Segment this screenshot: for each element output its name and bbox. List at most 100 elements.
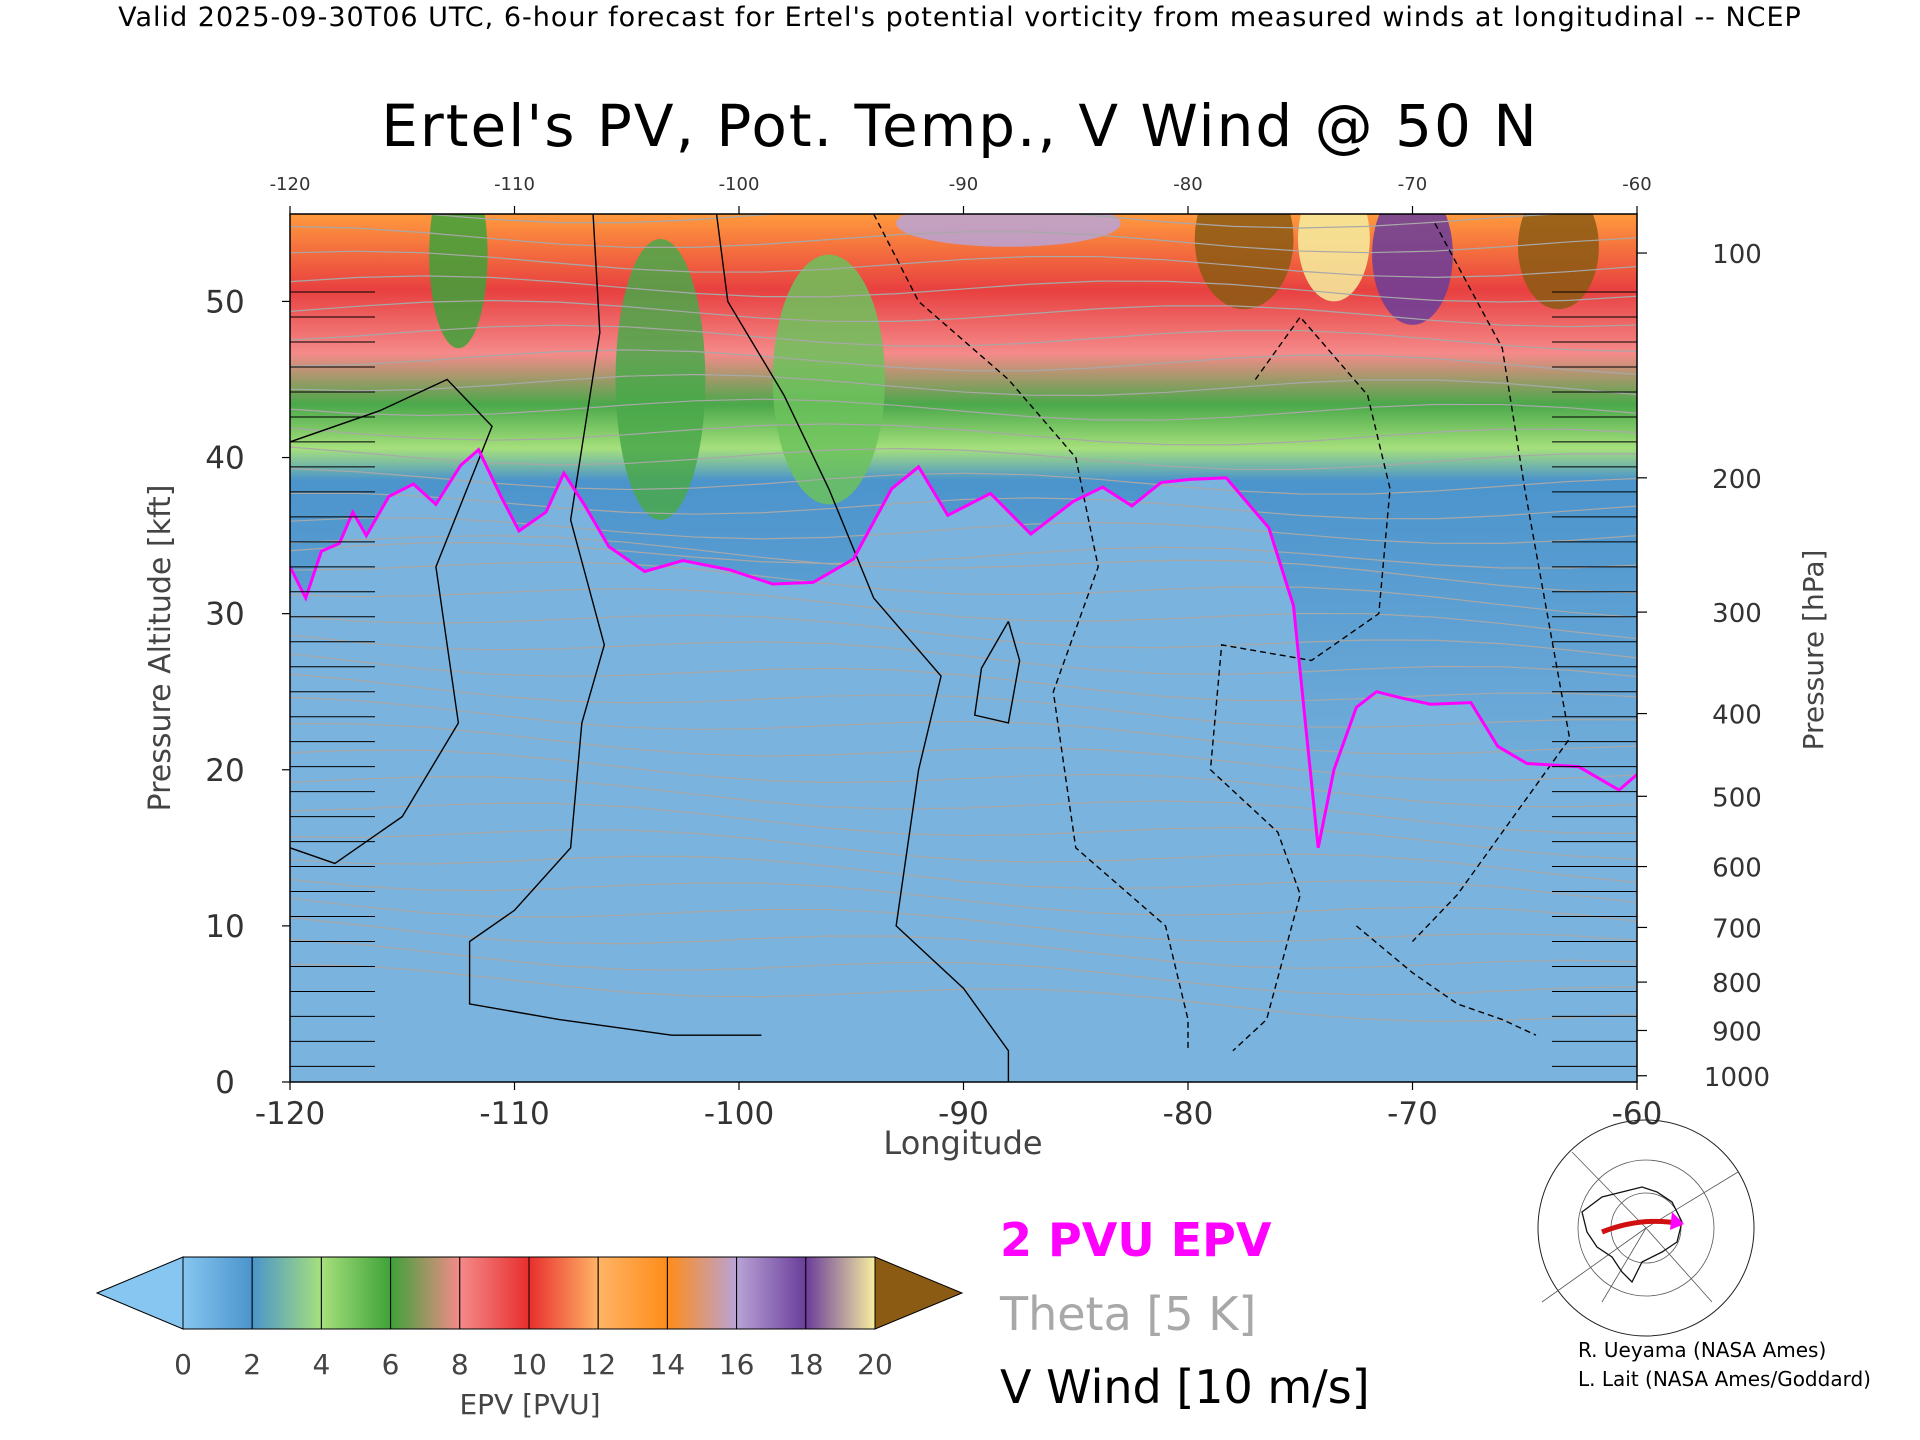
colorbar-tick-label: 12 — [580, 1348, 616, 1381]
theta-contour — [290, 398, 1637, 421]
pressure-tick-label: 900 — [1712, 1017, 1762, 1047]
theta-contour — [290, 749, 1637, 808]
map-background — [1542, 1152, 1738, 1302]
pressure-ticks: 100 200 300 400 500 600 700 800 900 1000 — [290, 240, 1770, 1093]
pv-maximum-region — [1518, 214, 1599, 310]
colorbar-segment — [736, 1256, 807, 1330]
x-top-tick-label: -110 — [494, 174, 535, 195]
colorbar: 0 2 4 6 8 10 12 14 16 18 20 EPV [PVU] — [95, 1256, 964, 1421]
wind-contour — [1209, 315, 1391, 1052]
theta-contour — [290, 561, 1637, 618]
colorbar-high-extend — [874, 1256, 964, 1330]
theta-contour — [290, 588, 1637, 640]
y-axis-label-left: Pressure Altitude [kft] — [143, 485, 178, 812]
x-top-tick-label: -80 — [1173, 174, 1202, 195]
colorbar-label: EPV [PVU] — [459, 1388, 600, 1421]
theta-contour — [290, 723, 1637, 781]
credit-line-1: R. Ueyama (NASA Ames) — [1578, 1338, 1827, 1362]
x-top-tick-label: -70 — [1398, 174, 1427, 195]
pressure-tick-label: 800 — [1712, 969, 1762, 999]
colorbar-segment — [666, 1256, 738, 1330]
theta-contour — [290, 250, 1637, 278]
pressure-tick-label: 1000 — [1704, 1063, 1770, 1093]
pressure-tick-label: 700 — [1712, 914, 1762, 944]
direction-arrow-icon — [1670, 1212, 1684, 1230]
colorbar-tick-label: 6 — [382, 1348, 400, 1381]
wind-contours — [290, 214, 1571, 1082]
plot-area — [290, 214, 1637, 1082]
y-tick-label: 20 — [205, 753, 244, 789]
pressure-tick-label: 600 — [1712, 854, 1762, 884]
theta-contour — [290, 696, 1637, 755]
pressure-tick-label: 300 — [1712, 599, 1762, 629]
theta-contour — [290, 275, 1637, 303]
theta-contour — [290, 634, 1637, 678]
pv-maximum-region — [1372, 214, 1453, 325]
pv-maximum-region — [615, 238, 706, 520]
chart-title: Ertel's PV, Pot. Temp., V Wind @ 50 N — [381, 92, 1539, 160]
legend-pvu: 2 PVU EPV — [1000, 1213, 1272, 1267]
wind-contour — [715, 214, 1010, 1082]
x-top-tick-label: -90 — [949, 174, 978, 195]
x-top-tick-label: -100 — [719, 174, 760, 195]
north-america-outline-icon — [1581, 1186, 1683, 1284]
pv-maximum-region — [429, 214, 488, 349]
pressure-tick-label: 100 — [1712, 240, 1762, 270]
x-tick-label: -70 — [1387, 1096, 1438, 1132]
x-top-tick-label: -60 — [1622, 174, 1651, 195]
theta-contour — [290, 299, 1637, 328]
theta-contour — [290, 225, 1637, 254]
colorbar-segment — [182, 1256, 253, 1330]
colorbar-segment — [251, 1256, 322, 1330]
theta-contour — [290, 916, 1637, 969]
theta-contour — [290, 534, 1637, 594]
pressure-tick-label: 400 — [1712, 701, 1762, 731]
x-tick-label: -80 — [1163, 1096, 1214, 1132]
forecast-header: Valid 2025-09-30T06 UTC, 6-hour forecast… — [118, 2, 1802, 33]
wind-contour — [290, 378, 493, 865]
theta-contour — [290, 897, 1637, 943]
theta-contour — [290, 855, 1637, 904]
colorbar-tick-label: 14 — [650, 1348, 686, 1381]
y-tick-label: 30 — [205, 597, 244, 633]
pv-maximum-region — [772, 254, 885, 505]
theta-contour — [290, 468, 1637, 495]
colorbar-tick-label: 20 — [857, 1348, 893, 1381]
colorbar-segment — [597, 1256, 668, 1330]
globe-outline-icon — [1537, 1119, 1755, 1337]
wind-contour — [1411, 223, 1571, 942]
x-tick-label: -100 — [704, 1096, 774, 1132]
theta-contour — [290, 492, 1637, 520]
colorbar-tick-label: 8 — [451, 1348, 469, 1381]
x-tick-label: -110 — [479, 1096, 549, 1132]
y-tick-label: 50 — [205, 284, 244, 320]
theta-contour — [290, 673, 1637, 728]
pressure-tick-label: 500 — [1712, 783, 1762, 813]
theta-contour — [290, 324, 1637, 352]
colorbar-tick-label: 18 — [788, 1348, 824, 1381]
x-top-tick-label: -120 — [270, 174, 311, 195]
credit-line-2: L. Lait (NASA Ames/Goddard) — [1578, 1367, 1871, 1391]
theta-contour — [290, 878, 1637, 922]
pv-maximum-region — [1194, 214, 1294, 310]
x-tick-label: -60 — [1612, 1096, 1663, 1132]
theta-contour — [290, 802, 1637, 861]
wind-contour — [973, 621, 1021, 724]
x-tick-label: -90 — [938, 1096, 989, 1132]
theta-contour — [290, 542, 1637, 569]
colorbar-segment — [390, 1256, 461, 1330]
theta-contour — [290, 776, 1637, 835]
colorbar-segment — [805, 1256, 876, 1330]
theta-contour — [418, 214, 1566, 229]
theta-contour — [290, 829, 1637, 883]
locator-map — [1537, 1119, 1755, 1337]
latitude-circle — [1577, 1159, 1715, 1297]
colorbar-tick-label: 0 — [174, 1348, 192, 1381]
y-tick-label: 0 — [215, 1065, 235, 1101]
legend-theta: Theta [5 K] — [1000, 1287, 1257, 1341]
theta-contour — [290, 349, 1637, 375]
colorbar-segment — [320, 1256, 392, 1330]
y-tick-label: 40 — [205, 441, 244, 477]
pressure-tick-label: 200 — [1712, 465, 1762, 495]
